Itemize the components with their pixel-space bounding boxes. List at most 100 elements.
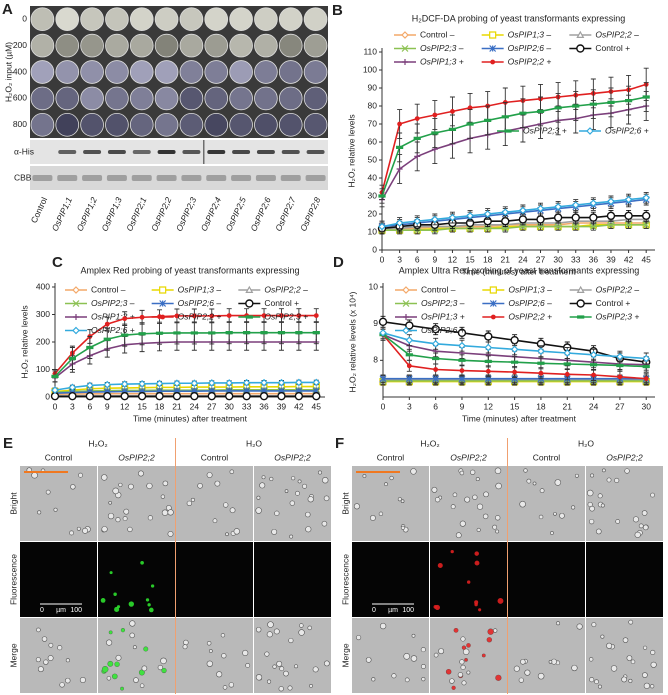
plate: [204, 7, 229, 32]
fluorescent-cell: [495, 674, 502, 681]
x-tick-label: 12: [448, 254, 458, 264]
cell: [256, 495, 261, 500]
marker: [483, 210, 492, 218]
band: [156, 175, 177, 181]
plate: [154, 7, 179, 32]
marker: [553, 213, 563, 222]
cell: [47, 655, 54, 661]
plate: [55, 86, 80, 111]
marker: [312, 331, 320, 335]
cell: [115, 517, 121, 523]
treatment-label: H₂O₂: [420, 438, 439, 448]
cell: [590, 473, 595, 478]
treatment-label: H₂O: [246, 438, 262, 448]
cell: [197, 483, 203, 489]
marker: [155, 391, 164, 401]
x-tick-label: 36: [259, 401, 269, 411]
band: [58, 150, 77, 154]
cell: [391, 673, 397, 679]
column-label: OsPIP2;4: [199, 195, 224, 232]
marker: [572, 223, 580, 231]
cell: [228, 682, 235, 688]
plate: [229, 60, 253, 84]
marker: [489, 45, 497, 52]
fluorescent-cell: [437, 563, 443, 568]
cell: [214, 480, 221, 487]
cell: [69, 530, 74, 536]
plate: [278, 33, 303, 58]
marker: [159, 286, 167, 294]
cell: [371, 677, 376, 682]
marker: [490, 314, 496, 320]
x-tick-label: 18: [155, 401, 165, 411]
y-tick-label: 50: [368, 154, 378, 164]
cell: [574, 473, 579, 478]
band: [256, 150, 275, 154]
cell: [397, 497, 402, 502]
plate: [179, 7, 204, 32]
band: [182, 150, 201, 154]
fluorescent-cell: [147, 603, 151, 607]
band: [305, 175, 326, 181]
marker: [403, 314, 409, 320]
cell: [571, 664, 578, 672]
marker: [172, 391, 182, 401]
cell: [438, 648, 445, 655]
marker: [432, 375, 440, 383]
x-axis-label: Time (minutes) after treatment: [462, 413, 577, 423]
cell: [595, 528, 602, 535]
cell: [137, 470, 144, 477]
marker: [490, 59, 496, 65]
plate: [80, 86, 104, 111]
scale-label: 0: [40, 607, 44, 614]
marker: [225, 331, 233, 335]
marker: [277, 331, 286, 335]
marker: [406, 363, 412, 369]
marker: [466, 122, 474, 126]
row-label: 0: [22, 13, 27, 23]
marker: [85, 391, 95, 401]
fluorescent-cell: [486, 637, 492, 643]
cell: [597, 493, 603, 499]
x-tick-label: 6: [433, 401, 438, 411]
cell: [589, 677, 595, 683]
marker: [589, 199, 598, 208]
marker: [512, 369, 518, 375]
series-line: [381, 105, 647, 200]
marker: [225, 379, 234, 387]
scale-label: µm: [388, 607, 398, 614]
marker: [538, 370, 544, 376]
marker: [245, 285, 254, 293]
cell: [115, 654, 122, 661]
marker: [405, 321, 414, 330]
plate: [204, 86, 229, 111]
cell: [470, 469, 476, 475]
y-tick-label: 40: [368, 172, 378, 182]
plate: [303, 33, 328, 58]
cell: [323, 495, 330, 502]
micrograph: [254, 542, 331, 617]
cell: [513, 665, 520, 672]
y-tick-label: 90: [368, 82, 378, 92]
fluorescent-cell: [113, 592, 117, 596]
marker: [138, 332, 146, 336]
cell: [101, 474, 108, 481]
cell: [630, 659, 636, 665]
cell: [127, 526, 133, 533]
band: [132, 150, 151, 154]
x-tick-label: 27: [207, 401, 217, 411]
marker: [459, 368, 465, 374]
x-tick-label: 39: [606, 254, 616, 264]
fluorescent-cell: [462, 645, 466, 650]
marker: [431, 131, 439, 135]
band: [107, 150, 126, 154]
x-tick-label: 15: [510, 401, 520, 411]
series-line: [382, 222, 647, 230]
x-tick-label: 24: [589, 401, 599, 411]
cell: [460, 664, 466, 670]
cell: [362, 474, 367, 478]
plate: [254, 33, 278, 58]
cell: [255, 674, 263, 681]
marker: [312, 378, 321, 387]
cell: [621, 676, 627, 683]
